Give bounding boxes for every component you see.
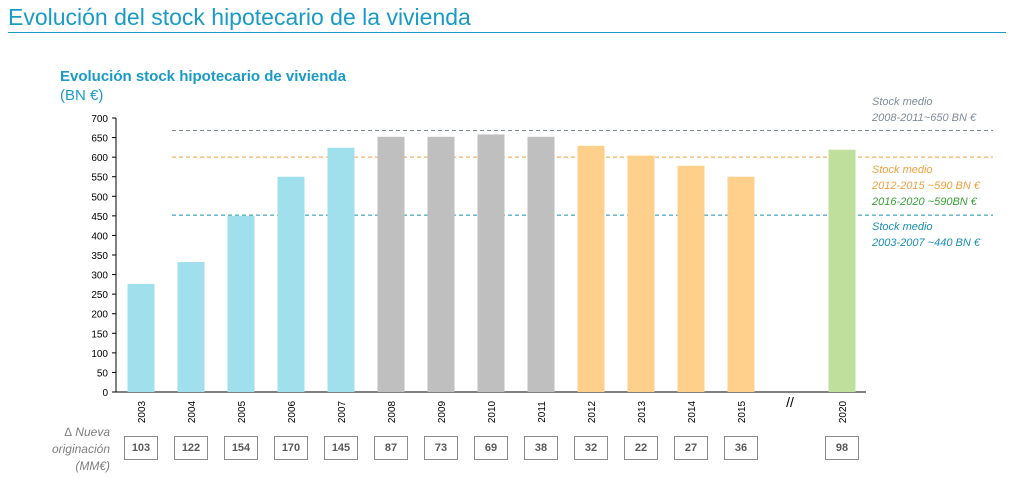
x-tick-label: 2006 xyxy=(287,400,298,423)
bar-2004 xyxy=(177,262,205,392)
bar-2014 xyxy=(677,165,705,392)
x-tick-label: 2011 xyxy=(537,401,548,423)
reference-annotation: Stock medio 2003-2007 ~440 BN € xyxy=(872,219,980,251)
bar-2011 xyxy=(527,136,555,392)
bar-2010 xyxy=(477,134,505,392)
y-tick-label: 150 xyxy=(91,329,108,340)
bar-2012 xyxy=(577,145,605,392)
y-tick-label: 600 xyxy=(91,153,108,164)
annotation-line: 2016-2020 ~590BN € xyxy=(872,196,977,208)
y-tick-label: 0 xyxy=(102,388,108,399)
chart-title: Evolución stock hipotecario de vivienda xyxy=(60,68,346,85)
x-tick-label: 2012 xyxy=(587,400,598,423)
originacion-value-2005: 154 xyxy=(224,436,258,460)
x-tick-label: 2009 xyxy=(437,400,448,423)
bar-2005 xyxy=(227,215,255,392)
originacion-label-line: (MM€) xyxy=(75,459,110,473)
bar-2015 xyxy=(727,176,755,392)
annotation-line: Stock medio xyxy=(872,221,933,233)
originacion-value-2009: 73 xyxy=(424,436,458,460)
originacion-value-2011: 38 xyxy=(524,436,558,460)
originacion-value-2012: 32 xyxy=(574,436,608,460)
x-tick-label: 2010 xyxy=(487,400,498,423)
x-tick-label: 2013 xyxy=(637,400,648,423)
annotation-line: Stock medio xyxy=(872,164,933,176)
originacion-value-2003: 103 xyxy=(124,436,158,460)
x-tick-label: 2003 xyxy=(137,400,148,423)
bar-2007 xyxy=(327,147,355,392)
originacion-value-2007: 145 xyxy=(324,436,358,460)
y-tick-label: 200 xyxy=(91,310,108,321)
originacion-label-line: originación xyxy=(51,442,110,456)
originacion-value-2020: 98 xyxy=(825,436,859,460)
originacion-value-2015: 36 xyxy=(724,436,758,460)
y-tick-label: 100 xyxy=(91,349,108,360)
y-tick-label: 650 xyxy=(91,134,108,145)
annotation-line: 2008-2011~650 BN € xyxy=(872,112,977,124)
x-tick-label: 2004 xyxy=(187,400,198,423)
y-tick-label: 700 xyxy=(91,114,108,125)
axis-break: // xyxy=(786,394,794,410)
y-tick-label: 400 xyxy=(91,231,108,242)
x-tick-label: 2007 xyxy=(337,400,348,423)
y-tick-label: 350 xyxy=(91,251,108,262)
bar-2009 xyxy=(427,136,455,392)
originacion-label-line: ∆ Nueva xyxy=(64,425,110,439)
originacion-value-2014: 27 xyxy=(674,436,708,460)
y-tick-label: 250 xyxy=(91,290,108,301)
originacion-value-2008: 87 xyxy=(374,436,408,460)
bar-2020 xyxy=(828,149,856,392)
y-tick-label: 550 xyxy=(91,173,108,184)
reference-annotation: Stock medio 2008-2011~650 BN € xyxy=(872,94,976,126)
bar-2013 xyxy=(627,155,655,392)
x-tick-label: 2015 xyxy=(737,400,748,423)
annotation-line: 2003-2007 ~440 BN € xyxy=(872,237,980,249)
annotation-line: Stock medio xyxy=(872,96,933,108)
originacion-label: ∆ Nueva originación (MM€) xyxy=(30,424,110,475)
y-tick-label: 500 xyxy=(91,192,108,203)
originacion-value-2006: 170 xyxy=(274,436,308,460)
bar-2003 xyxy=(127,283,155,392)
title-divider xyxy=(8,32,1006,33)
originacion-value-2013: 22 xyxy=(624,436,658,460)
y-tick-label: 450 xyxy=(91,212,108,223)
reference-annotation: Stock medio 2012-2015 ~590 BN € 2016-2020 … xyxy=(872,162,980,210)
chart-unit: (BN €) xyxy=(60,87,104,104)
bar-2008 xyxy=(377,136,405,392)
x-tick-label: 2014 xyxy=(687,400,698,423)
bar-2006 xyxy=(277,176,305,392)
originacion-value-2004: 122 xyxy=(174,436,208,460)
annotation-line: 2012-2015 ~590 BN € xyxy=(872,180,980,192)
originacion-value-2010: 69 xyxy=(474,436,508,460)
x-tick-label: 2020 xyxy=(838,400,849,423)
y-tick-label: 50 xyxy=(97,368,109,379)
y-tick-label: 300 xyxy=(91,271,108,282)
page-title: Evolución del stock hipotecario de la vi… xyxy=(8,4,471,30)
x-tick-label: 2008 xyxy=(387,400,398,423)
x-tick-label: 2005 xyxy=(237,400,248,423)
